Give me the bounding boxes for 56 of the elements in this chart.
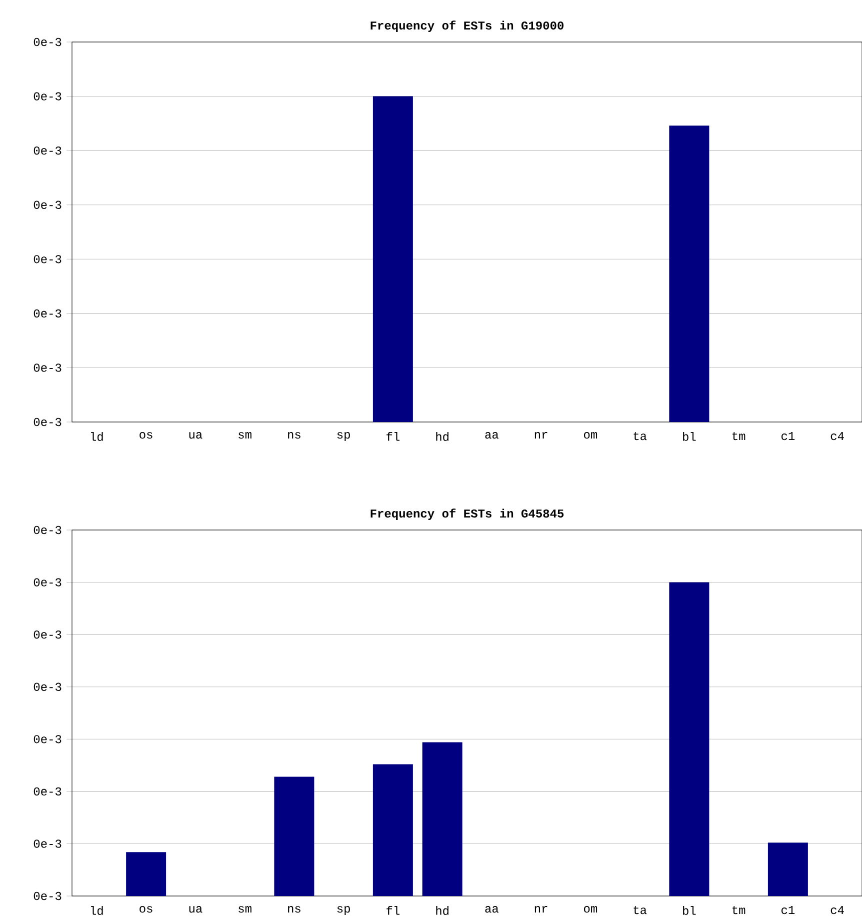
x-tick-label: ta	[634, 432, 647, 440]
text: 0e-3	[34, 146, 62, 155]
x-tick-label: bl	[683, 432, 696, 441]
x-tick-label: aa	[485, 906, 498, 913]
text: 0e-3	[34, 200, 62, 209]
text: 0e-3	[34, 578, 62, 586]
text: 0e-3	[34, 526, 62, 534]
x-tick-label: om	[584, 432, 598, 439]
chart-title: Frequency of ESTs in G19000	[370, 20, 564, 32]
x-tick-label: os	[140, 906, 152, 913]
text: 0e-3	[34, 92, 62, 100]
x-tick-label: aa	[485, 432, 498, 439]
text: 0e-3	[34, 255, 62, 264]
x-tick-label: c4	[830, 906, 844, 914]
x-tick-label: ta	[634, 906, 647, 914]
x-tick-label: c1	[781, 906, 795, 914]
x-tick-label: os	[140, 432, 152, 439]
x-tick-label: tm	[732, 906, 746, 914]
bar	[126, 852, 166, 896]
x-tick-label: hd	[436, 906, 448, 915]
x-tick-label: ld	[91, 432, 103, 441]
bar	[422, 742, 462, 896]
x-tick-label: fl	[386, 432, 400, 441]
x-tick-label: ns	[288, 906, 300, 913]
text: 0e-3	[34, 682, 62, 691]
x-tick-label: nr	[534, 432, 548, 439]
x-tick-label: ns	[288, 432, 300, 439]
x-tick-label: sp	[337, 432, 350, 442]
x-tick-label: sp	[337, 906, 350, 916]
bar	[372, 764, 413, 896]
x-tick-label: om	[584, 906, 598, 913]
x-tick-label: tm	[732, 432, 746, 440]
x-tick-label: bl	[683, 906, 696, 915]
text: 0e-3	[34, 364, 62, 372]
bar	[669, 582, 710, 896]
x-tick-label: ua	[189, 432, 202, 439]
x-tick-label: ua	[189, 906, 202, 913]
text: 0e-3	[34, 630, 62, 639]
text: 0e-3	[34, 38, 62, 46]
chart-title: Frequency of ESTs in G45845	[370, 508, 564, 520]
text: 0e-3	[34, 735, 62, 744]
bar	[274, 776, 314, 896]
x-tick-label: c4	[830, 432, 844, 440]
bar	[768, 842, 808, 896]
x-tick-label: ld	[91, 906, 103, 915]
text: 0e-3	[34, 309, 62, 318]
text: 0e-3	[34, 840, 62, 848]
text: 0e-3	[34, 418, 62, 426]
x-tick-label: hd	[436, 432, 448, 441]
text: 0e-3	[34, 892, 62, 900]
x-tick-label: c1	[781, 432, 795, 440]
x-tick-label: sm	[238, 432, 252, 439]
x-tick-label: fl	[386, 906, 400, 915]
x-tick-label: sm	[238, 906, 252, 913]
x-tick-label: nr	[534, 906, 548, 913]
text: 0e-3	[34, 787, 62, 796]
